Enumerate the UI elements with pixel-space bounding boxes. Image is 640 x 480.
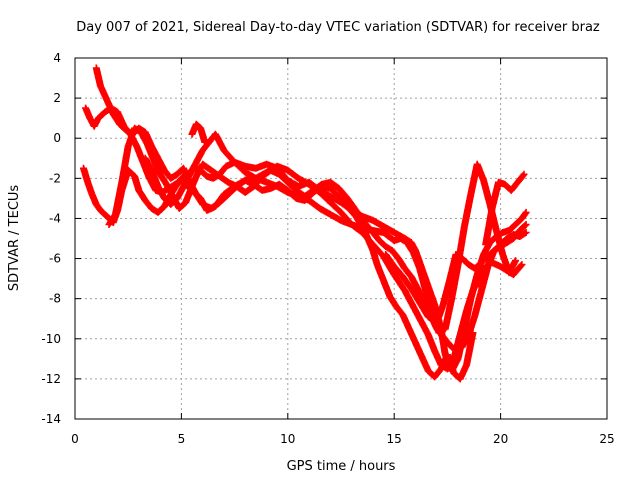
series-track-6 (188, 120, 530, 327)
y-axis-label: SDTVAR / TECUs (7, 185, 22, 292)
x-axis-label: GPS time / hours (287, 459, 396, 474)
data-series (80, 64, 530, 383)
series-trace (142, 131, 519, 336)
y-tick-label: -6 (49, 252, 61, 266)
x-tick-label: 10 (280, 432, 295, 446)
x-tick-label: 5 (178, 432, 186, 446)
x-tick-label: 25 (599, 432, 614, 446)
x-tick-label: 20 (493, 432, 508, 446)
y-tick-label: 4 (53, 51, 61, 65)
y-tick-label: -8 (49, 292, 61, 306)
chart-title: Day 007 of 2021, Sidereal Day-to-day VTE… (76, 20, 600, 35)
plot-frame (74, 57, 608, 420)
y-tick-label: 0 (53, 131, 61, 145)
y-tick-label: 2 (53, 91, 61, 105)
x-axis-ticks: 0 5 10 15 20 25 (71, 58, 615, 446)
series-trace (189, 121, 529, 326)
x-tick-label: 15 (387, 432, 402, 446)
y-tick-label: -10 (41, 332, 61, 346)
series-track-4 (105, 124, 530, 355)
y-tick-label: -2 (49, 171, 61, 185)
y-tick-label: -14 (41, 412, 61, 426)
y-tick-label: -4 (49, 211, 61, 225)
grid-lines (75, 58, 607, 419)
y-tick-label: -12 (41, 372, 61, 386)
x-tick-label: 0 (71, 432, 79, 446)
series-track-5 (141, 130, 519, 337)
y-axis-ticks: -14 -12 -10 -8 -6 -4 -2 0 2 4 (41, 51, 607, 426)
